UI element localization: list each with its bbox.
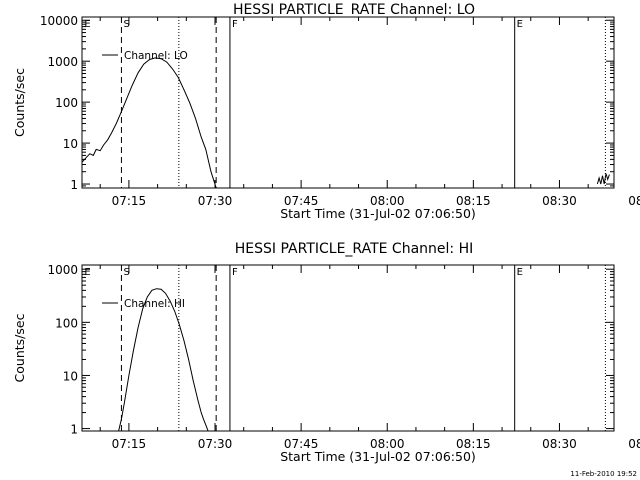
top-series-line-0 — [82, 57, 217, 189]
bottom-y-tick-label: 10 — [63, 369, 78, 383]
top-chart-title: HESSI PARTICLE_RATE Channel: LO — [233, 2, 475, 18]
top-x-axis-label: Start Time (31-Jul-02 07:06:50) — [280, 206, 476, 221]
bottom-y-tick-label: 1 — [70, 423, 78, 437]
top-x-tick-label: 08:15 — [456, 194, 491, 208]
top-marker-label: F — [232, 19, 238, 30]
bottom-x-tick-label: 07:15 — [112, 437, 147, 451]
top-x-tick-label: 07:30 — [198, 194, 233, 208]
top-y-tick-label: 1 — [70, 178, 78, 192]
top-y-tick-label: 10 — [63, 137, 78, 151]
bottom-marker-label: E — [517, 267, 523, 278]
bottom-marker-label: S — [123, 267, 129, 278]
top-x-tick-label: 08:30 — [542, 194, 577, 208]
top-x-tick-label: 08:45 — [628, 194, 640, 208]
top-marker-label: S — [123, 19, 129, 30]
bottom-x-tick-label: 07:30 — [198, 437, 233, 451]
bottom-x-axis-label: Start Time (31-Jul-02 07:06:50) — [280, 449, 476, 464]
bottom-legend-label: Channel: HI — [124, 298, 185, 310]
top-marker-label: E — [84, 19, 90, 30]
bottom-y-tick-label: 100 — [55, 316, 78, 330]
bottom-series-line-0 — [118, 288, 209, 432]
top-x-tick-label: 08:00 — [370, 194, 405, 208]
top-panel: HESSI PARTICLE_RATE Channel: LO 07:15 07:3… — [12, 2, 640, 221]
top-y-axis-label: Counts/sec — [12, 68, 27, 137]
top-x-tick-label: 07:45 — [284, 194, 319, 208]
bottom-marker-label: F — [232, 267, 238, 278]
bottom-y-axis-label: Counts/sec — [12, 313, 27, 382]
top-y-tick-label: 1000 — [47, 55, 78, 69]
top-marker-label: E — [517, 19, 523, 30]
top-y-tick-label: 10000 — [40, 14, 78, 28]
bottom-x-tick-label: 08:45 — [628, 437, 640, 451]
bottom-plot-frame — [81, 264, 615, 432]
top-series-line-1 — [596, 173, 610, 185]
top-legend-label: Channel: LO — [124, 50, 188, 62]
top-x-tick-label: 07:15 — [112, 194, 147, 208]
bottom-panel: HESSI PARTICLE_RATE Channel: HI 07:15 07:3… — [12, 241, 640, 464]
bottom-chart-title: HESSI PARTICLE_RATE Channel: HI — [235, 241, 473, 257]
bottom-y-tick-label: 1000 — [47, 263, 78, 277]
bottom-x-tick-label: 08:00 — [370, 437, 405, 451]
top-y-tick-label: 100 — [55, 96, 78, 110]
bottom-x-tick-label: 08:15 — [456, 437, 491, 451]
footer-timestamp: 11-Feb-2010 19:52 — [570, 470, 637, 478]
bottom-x-tick-label: 08:30 — [542, 437, 577, 451]
bottom-marker-label: E — [84, 267, 90, 278]
bottom-x-tick-label: 07:45 — [284, 437, 319, 451]
